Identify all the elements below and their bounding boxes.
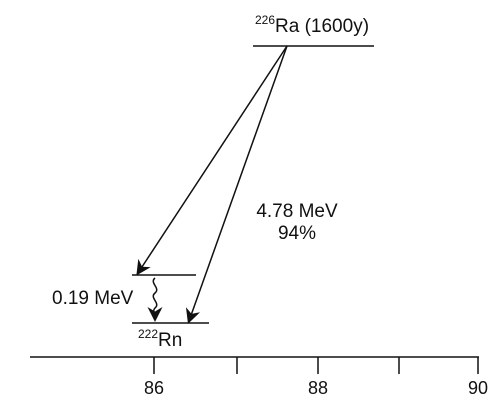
gamma-energy-label: 0.19 MeV [52,288,134,309]
parent-nuclide-label: 226Ra (1600y) [255,14,370,37]
daughter-symbol: Rn [158,330,183,351]
alpha-energy-label: 4.78 MeV 94% [255,202,339,243]
alpha-arrow-to-excited [136,45,288,276]
x-axis-label-88: 88 [307,378,329,398]
alpha-energy: 4.78 MeV [256,201,338,222]
x-axis-label-86: 86 [143,378,165,398]
daughter-mass-number: 222 [138,327,159,341]
daughter-nuclide-label: 222Rn [138,328,183,351]
parent-symbol: Ra (1600y) [275,16,370,37]
gamma-transition-wave [147,277,163,322]
x-axis-label-90: 90 [467,378,489,398]
alpha-arrow-to-ground [185,45,288,324]
parent-mass-number: 226 [255,13,276,27]
alpha-branching: 94% [277,223,317,244]
